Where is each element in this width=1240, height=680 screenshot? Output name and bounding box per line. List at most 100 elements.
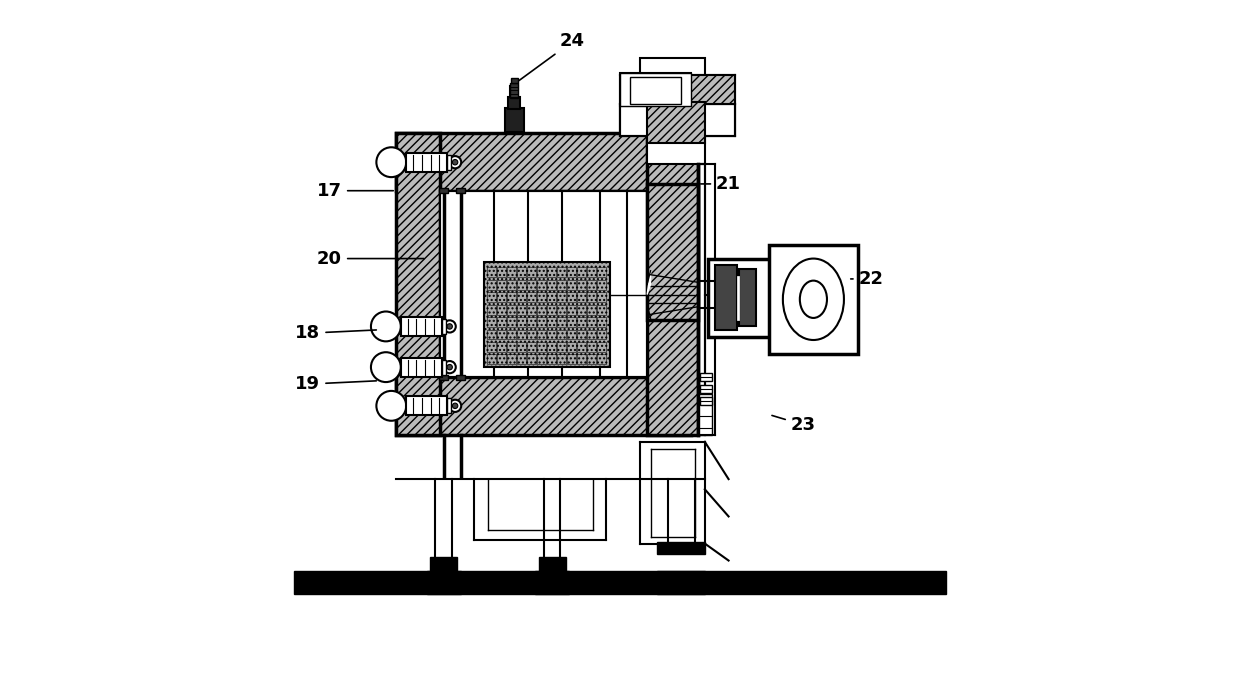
Bar	[647, 103, 704, 164]
Bar	[497, 354, 506, 364]
Bar	[396, 133, 691, 190]
Text: 19: 19	[295, 375, 376, 393]
Bar	[507, 317, 516, 327]
Bar	[587, 279, 595, 290]
Bar	[485, 262, 610, 367]
Text: 20: 20	[317, 250, 424, 267]
Bar	[446, 398, 451, 413]
Bar	[507, 279, 516, 290]
Bar	[507, 342, 516, 352]
Bar	[715, 265, 737, 330]
Bar	[557, 279, 565, 290]
Bar	[598, 267, 605, 277]
Bar	[427, 571, 460, 594]
Bar	[567, 330, 575, 339]
Bar	[497, 267, 506, 277]
Polygon shape	[647, 271, 651, 294]
Ellipse shape	[371, 352, 401, 382]
Bar	[587, 292, 595, 302]
Bar	[657, 571, 704, 594]
Bar	[557, 292, 565, 302]
Bar	[396, 133, 440, 435]
Bar	[430, 557, 458, 571]
Bar	[497, 342, 506, 352]
Bar	[537, 305, 546, 315]
Ellipse shape	[449, 156, 461, 169]
Bar	[517, 330, 526, 339]
Bar	[487, 305, 496, 315]
Bar	[527, 279, 536, 290]
Text: 18: 18	[295, 324, 376, 342]
Text: 21: 21	[701, 175, 742, 193]
Bar	[537, 279, 546, 290]
Bar	[527, 305, 536, 315]
Bar	[487, 342, 496, 352]
Bar	[439, 188, 448, 193]
Bar	[647, 75, 735, 104]
Bar	[407, 153, 446, 172]
Bar	[439, 375, 448, 380]
Bar	[547, 267, 556, 277]
Bar	[577, 305, 585, 315]
Bar	[577, 279, 585, 290]
Ellipse shape	[444, 361, 456, 373]
Bar	[508, 97, 521, 109]
Bar	[547, 317, 556, 327]
Bar	[567, 267, 575, 277]
Bar	[567, 342, 575, 352]
Bar	[557, 317, 565, 327]
Bar	[547, 330, 556, 339]
Bar	[587, 305, 595, 315]
Bar	[527, 342, 536, 352]
Bar	[557, 267, 565, 277]
Bar	[511, 78, 517, 84]
Bar	[577, 330, 585, 339]
Ellipse shape	[453, 160, 458, 165]
Bar	[769, 245, 858, 354]
Bar	[577, 292, 585, 302]
Bar	[517, 342, 526, 352]
Bar	[517, 354, 526, 364]
Bar	[577, 342, 585, 352]
Bar	[517, 279, 526, 290]
Bar	[505, 108, 523, 132]
Bar	[547, 279, 556, 290]
Bar	[598, 292, 605, 302]
Ellipse shape	[446, 324, 453, 329]
Bar	[537, 317, 546, 327]
Bar	[587, 267, 595, 277]
Ellipse shape	[453, 403, 458, 409]
Bar	[487, 279, 496, 290]
Bar	[537, 292, 546, 302]
Ellipse shape	[449, 400, 461, 412]
Bar	[557, 342, 565, 352]
Bar	[708, 258, 773, 337]
Ellipse shape	[800, 281, 827, 318]
Bar	[507, 330, 516, 339]
Bar	[507, 305, 516, 315]
Bar	[401, 358, 441, 377]
Bar	[657, 541, 704, 554]
Bar	[701, 397, 712, 405]
Ellipse shape	[446, 364, 453, 370]
Bar	[456, 375, 465, 380]
Bar	[537, 267, 546, 277]
Bar	[620, 73, 691, 106]
Bar	[587, 354, 595, 364]
Bar	[527, 292, 536, 302]
Bar	[507, 292, 516, 302]
Bar	[517, 317, 526, 327]
Bar	[577, 267, 585, 277]
Bar	[396, 377, 691, 435]
Bar	[547, 354, 556, 364]
Bar	[487, 354, 496, 364]
Bar	[527, 317, 536, 327]
Bar	[701, 373, 712, 381]
Bar	[527, 330, 536, 339]
Bar	[440, 190, 647, 377]
Bar	[587, 342, 595, 352]
Bar	[620, 73, 691, 106]
Bar	[517, 267, 526, 277]
Bar	[598, 279, 605, 290]
Ellipse shape	[444, 320, 456, 333]
